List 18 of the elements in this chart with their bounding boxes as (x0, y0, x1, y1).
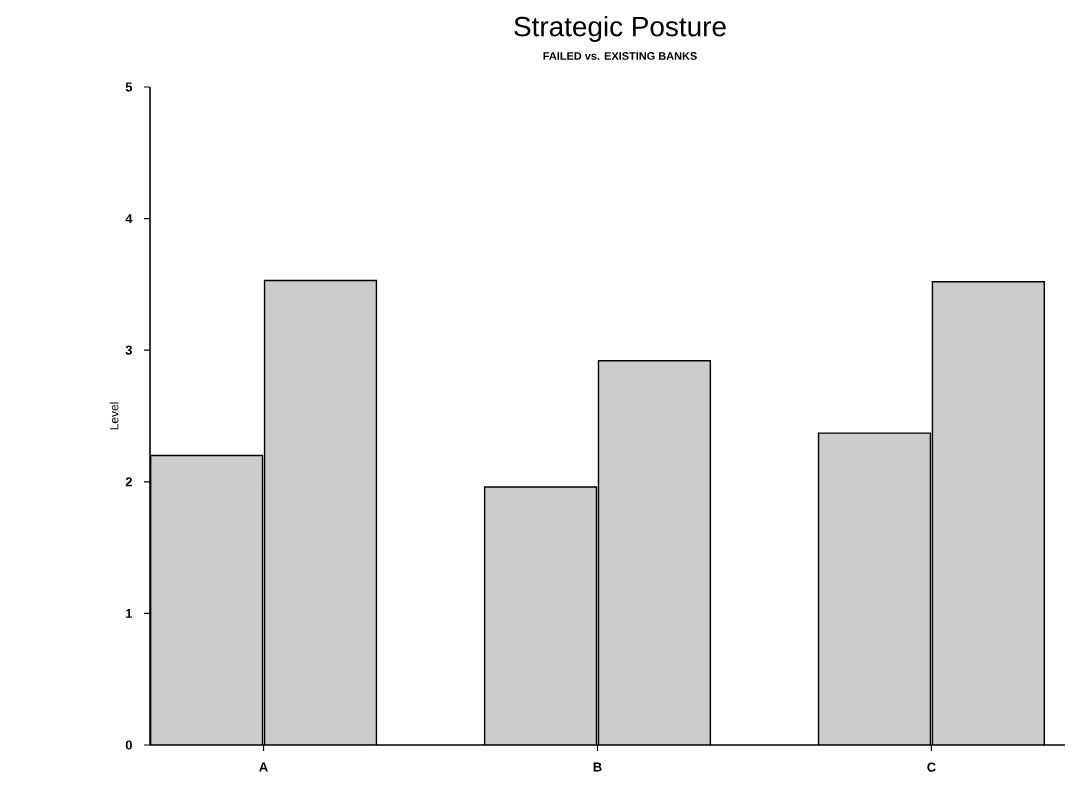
x-tick-label: C (927, 762, 936, 772)
y-tick-label: 4 (125, 214, 133, 224)
bar (817, 432, 932, 745)
y-tick-label: 1 (126, 608, 133, 618)
y-tick-label: 0 (125, 740, 132, 750)
y-axis-title: Level (109, 402, 119, 430)
y-tick-label: 3 (125, 345, 133, 355)
bar (598, 360, 711, 745)
bar (150, 455, 263, 745)
bar (264, 280, 377, 745)
chart-title: Strategic Posture (514, 16, 726, 42)
chart-subtitle: FAILED vs. EXISTING BANKS (543, 52, 697, 60)
bar (484, 487, 597, 745)
x-tick-label: A (259, 762, 268, 772)
y-tick-label: 2 (125, 477, 132, 487)
bar (931, 281, 1045, 745)
x-tick-label: B (593, 762, 602, 772)
y-tick-label: 5 (125, 82, 133, 92)
